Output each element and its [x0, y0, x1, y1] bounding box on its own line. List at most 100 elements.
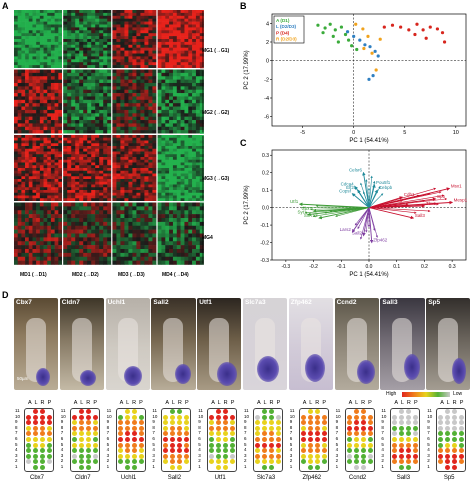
heatmap-cell [152, 123, 157, 128]
heatmap-cell [67, 113, 72, 117]
heatmap-cell [47, 181, 52, 185]
heatmap-cell [195, 18, 201, 22]
expression-dot [367, 459, 373, 465]
heatmap-cell [157, 233, 162, 238]
heatmap-cell [128, 218, 133, 223]
heatmap-cell [14, 170, 18, 174]
row-number: 8 [198, 424, 201, 430]
heatmap-cell [195, 36, 201, 40]
heatmap-cell [32, 245, 37, 250]
x-tick-label: 0.2 [421, 264, 428, 270]
heatmap-cell [43, 198, 48, 202]
heatmap-cell [195, 148, 201, 152]
heatmap-cell [144, 192, 149, 196]
gene-label: Sp5 [437, 194, 446, 199]
heatmap-cell [152, 109, 157, 114]
heatmap-cell [144, 214, 149, 219]
heatmap-cell [25, 76, 30, 80]
heatmap-cell [39, 237, 44, 242]
heatmap-cell [120, 79, 125, 84]
expression-dot [163, 442, 169, 448]
heatmap-cell [28, 233, 33, 238]
expression-dot [78, 420, 84, 426]
heatmap-cell [17, 53, 22, 57]
heatmap-cell [75, 229, 80, 234]
heatmap-cell [39, 47, 44, 51]
expression-dot [216, 442, 222, 448]
heatmap-cell [103, 103, 108, 107]
heatmap-cell [152, 221, 157, 227]
loading-arrow [368, 204, 426, 209]
heatmap-cell [144, 86, 149, 91]
heatmap-cell [21, 137, 26, 141]
heatmap-cell [32, 103, 37, 107]
heatmap-cell [83, 137, 88, 141]
heatmap-cell [83, 82, 88, 87]
heatmap-cell [199, 214, 204, 219]
heatmap-cell [132, 113, 137, 117]
heatmap-cell [136, 137, 141, 141]
scatter-point [368, 45, 372, 49]
heatmap-cell [25, 233, 30, 238]
heatmap-cell [67, 260, 72, 265]
heatmap-cell [176, 99, 181, 104]
heatmap-cell [120, 241, 125, 246]
row-number: 1 [15, 463, 18, 469]
expression-dot [262, 453, 267, 459]
expression-legend: High Low [386, 390, 472, 400]
heatmap-cell [21, 140, 26, 144]
heatmap-cell [103, 99, 108, 104]
heatmap-cell [75, 159, 80, 163]
heatmap-cell [79, 187, 84, 191]
heatmap-cell [95, 192, 100, 196]
heatmap-cell [95, 30, 100, 34]
heatmap-cell [176, 206, 181, 211]
heatmap-cell [180, 36, 185, 40]
heatmap-cell [172, 53, 178, 57]
heatmap-cell [58, 50, 63, 54]
heatmap-cell [43, 260, 48, 265]
heatmap-cell [112, 79, 117, 84]
heatmap-cell [43, 210, 48, 215]
heatmap-cell [36, 146, 41, 150]
heatmap-cell [176, 192, 181, 196]
heatmap-cell [83, 135, 88, 139]
heatmap-cell [21, 198, 26, 202]
expression-dot [399, 448, 405, 454]
heatmap-cell [50, 221, 55, 227]
heatmap-cell [91, 221, 96, 227]
heatmap-cell [120, 50, 125, 54]
loading-arrow [312, 207, 370, 213]
heatmap-cell [116, 241, 121, 246]
heatmap-cell [161, 162, 166, 166]
heatmap-cell [99, 123, 104, 128]
heatmap-cell [195, 218, 201, 223]
heatmap-cell [79, 135, 84, 139]
heatmap-cell [172, 245, 178, 250]
heatmap-cell [79, 86, 84, 91]
heatmap-cell [132, 241, 137, 246]
heatmap-cell [172, 210, 178, 215]
heatmap-cell [128, 256, 133, 261]
heatmap-cell [124, 181, 129, 185]
heatmap-cell [36, 210, 41, 215]
heatmap-cell [107, 44, 112, 48]
heatmap-cell [112, 190, 117, 194]
scatter-point [345, 30, 350, 34]
heatmap-cell [58, 140, 63, 144]
heatmap-cell [176, 170, 181, 174]
expression-stain [36, 368, 50, 386]
heatmap-cell [184, 252, 189, 258]
heatmap-cell [58, 126, 63, 131]
heatmap-cell [112, 198, 117, 202]
heatmap-cell [144, 184, 149, 188]
heatmap-cell [165, 252, 170, 258]
heatmap-cell [47, 18, 52, 22]
heatmap-cell [169, 173, 174, 177]
heatmap-cell [192, 179, 197, 183]
heatmap-cell [25, 190, 30, 194]
heatmap-cell [54, 65, 59, 69]
heatmap-cell [25, 202, 30, 207]
heatmap-cell [71, 221, 76, 227]
heatmap-cell [157, 106, 162, 111]
